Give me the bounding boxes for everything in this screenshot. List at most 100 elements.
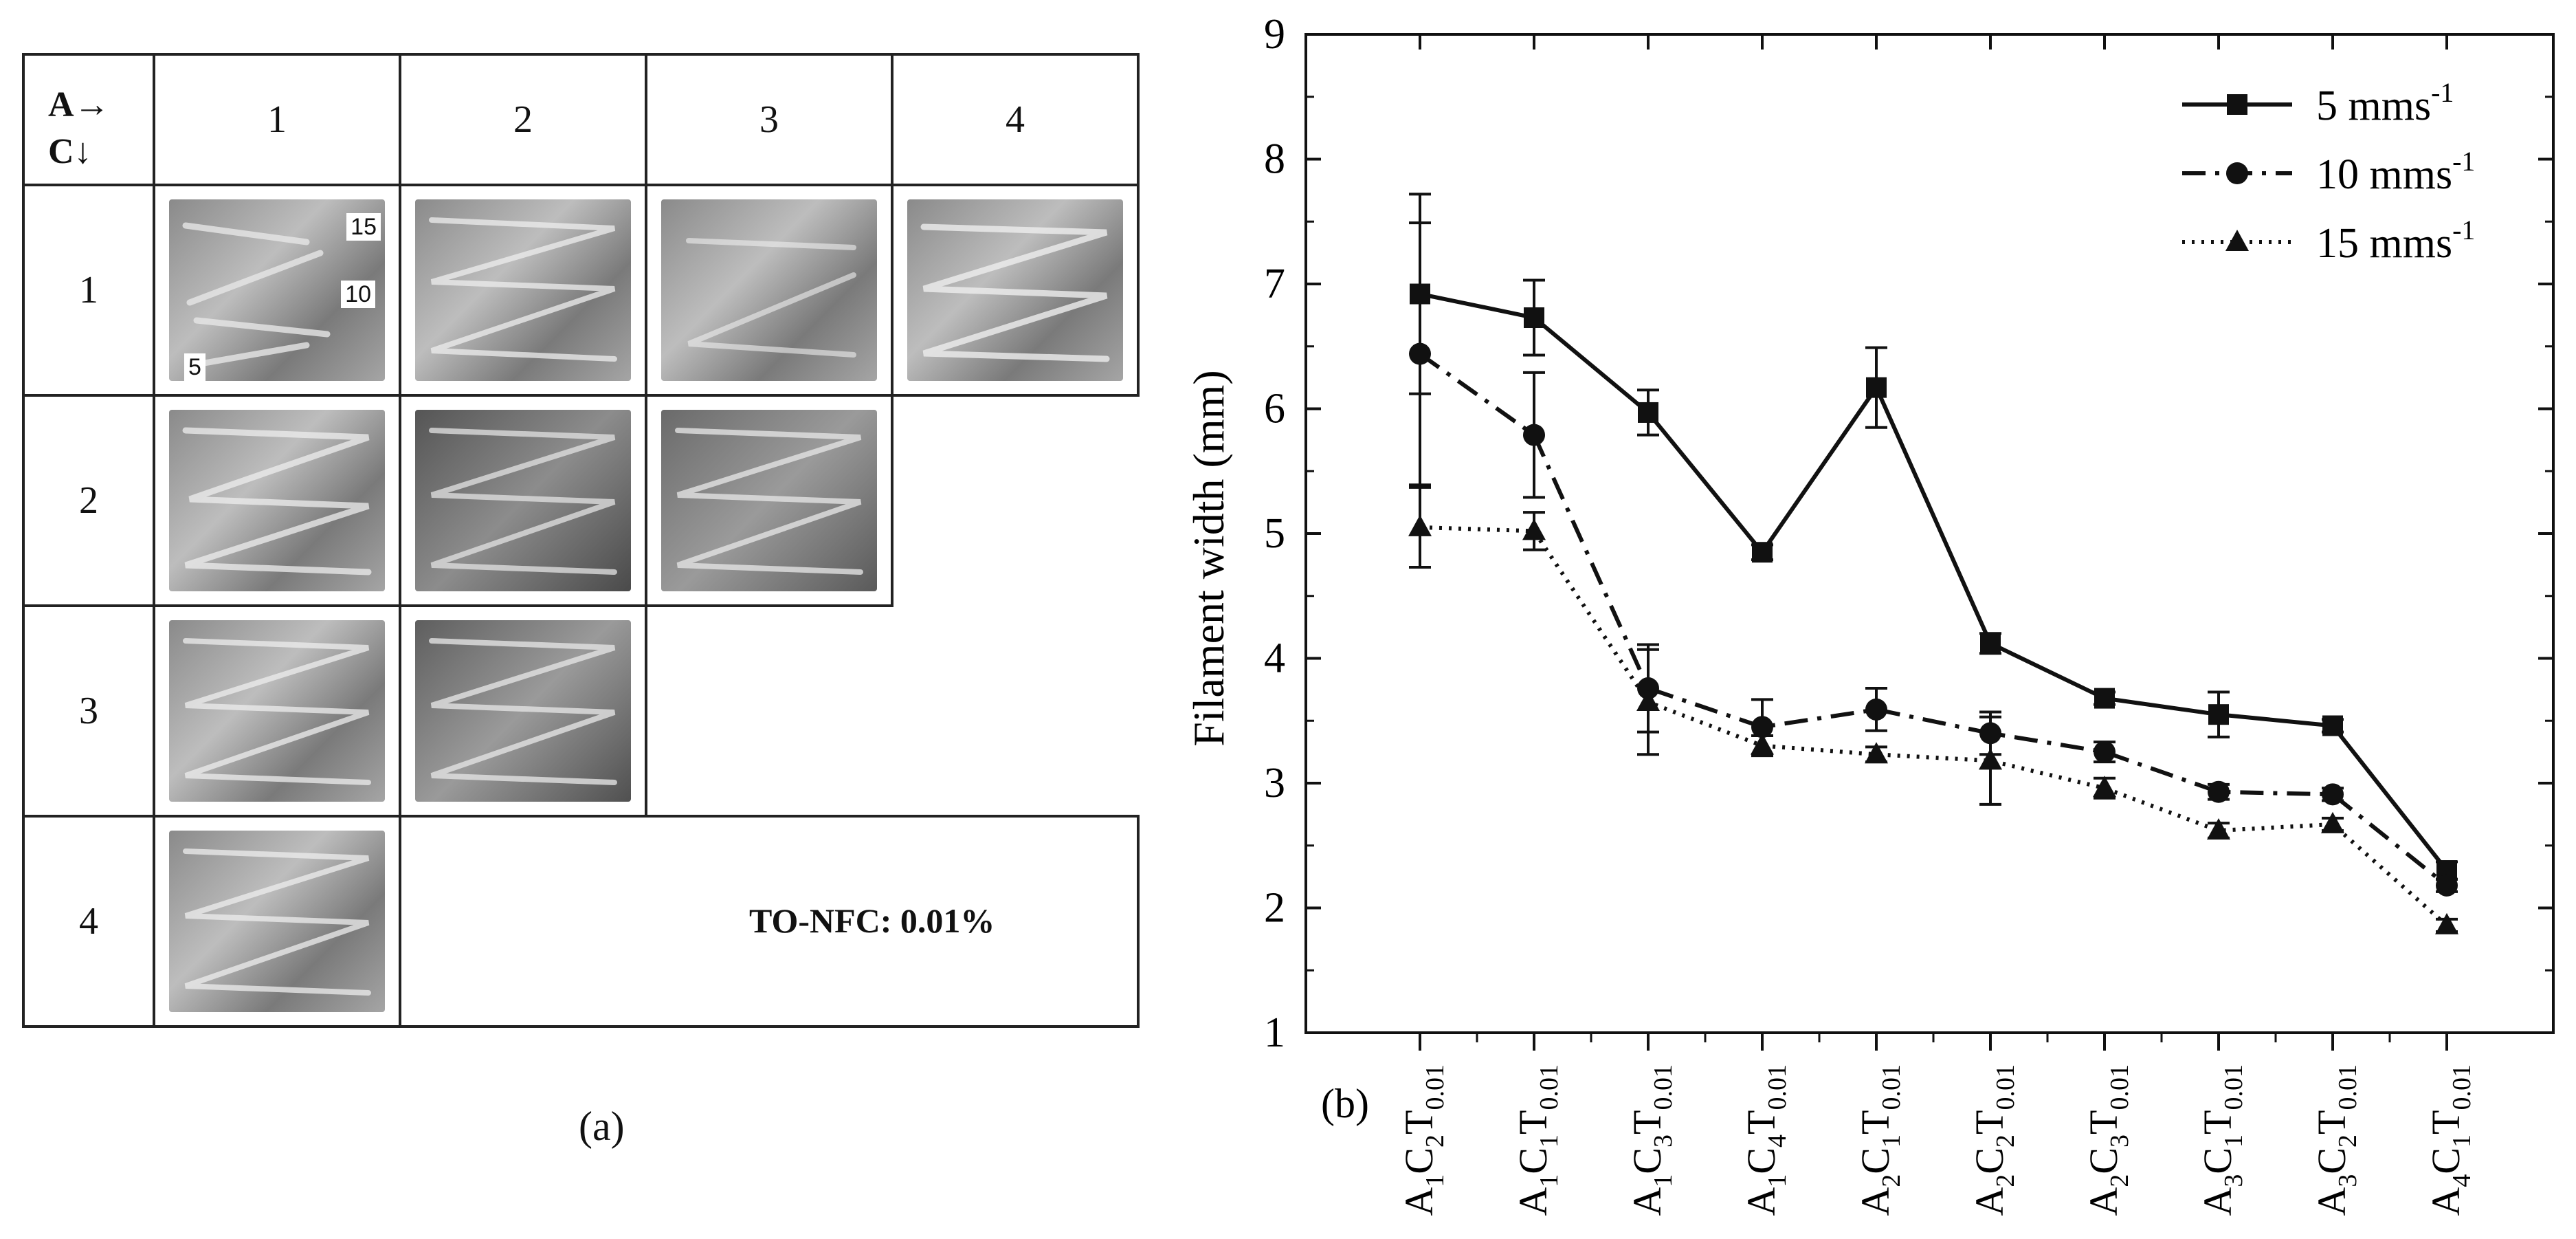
filament-photo [169,831,385,1012]
legend-label: 10 mms-1 [2316,146,2475,198]
axis-c-label: C↓ [48,132,92,171]
y-ticks: 1 2 3 4 5 6 7 8 9 [1264,11,2553,1056]
legend-item: 10 mms-1 [2182,146,2475,198]
x-tick-label: A3​C2​T0.01​ [2309,1064,2362,1216]
filament-strokes [429,638,617,785]
y-axis-label: Filament width (mm) [1184,370,1233,747]
x-tick-label: A1​C4​T0.01​ [1739,1064,1792,1216]
y-tick-label: 6 [1264,386,1285,432]
filament-strokes [183,638,371,785]
x-tick-label: A2​C1​T0.01​ [1853,1064,1906,1216]
filament-photo [661,199,877,381]
photo-cell-a4c1-row [153,815,401,1028]
data-point [1865,698,1887,721]
grid-row-2: 2 [22,394,1138,607]
x-tick-label: A2​C3​T0.01​ [2081,1064,2134,1216]
filament-strokes [182,427,372,575]
row-header-2: 2 [22,394,155,607]
series-line [1419,525,2448,928]
col-header-2: 2 [399,53,647,186]
photo-cell-a2c3 [399,604,647,818]
data-point [1980,633,2001,654]
filament-strokes [920,223,1110,362]
x-tick-label: A2​C2​T0.01​ [1967,1064,2020,1216]
row-header-3: 3 [22,604,155,818]
grid-row-1: 1 15 10 5 [22,184,1140,397]
speed-tag-5: 5 [184,353,206,381]
col-header-1: 1 [153,53,401,186]
legend-marker [2227,94,2247,115]
series-triangle [1408,485,2458,934]
chart-series [1408,193,2458,934]
speed-tag-10: 10 [341,281,375,308]
data-point [1522,518,1546,540]
y-tick-label: 3 [1264,760,1285,807]
chart-legend: 5 mms-1 10 mms-1 15 mms-1 [2182,77,2475,267]
series-line [1419,352,2448,888]
y-tick-label: 2 [1264,885,1285,932]
photo-cell-a3c2 [645,394,893,607]
x-tick-label: A3​C1​T0.01​ [2195,1064,2248,1216]
data-point [1866,377,1887,398]
grid-row-3: 3 [22,604,1138,818]
filament-strokes [429,428,617,575]
photo-cell-a1c1: 15 10 5 [153,184,401,397]
grid-header-row: A→ C↓ 1 2 3 4 [22,53,1140,186]
filament-photo [661,410,877,591]
data-point [1751,716,1773,738]
legend-marker [2226,162,2248,184]
nfc-concentration-note: TO-NFC: 0.01% [749,901,995,940]
grid-row-4: 4 [22,815,1140,1028]
data-point [2208,704,2229,725]
data-point [2093,776,2116,798]
data-point [1979,748,2002,770]
series-line [1419,292,2449,872]
x-ticks: A1​C2​T0.01​ A1​C1​T0.01​ A1​C3​T0.01​ A1​C… [1397,34,2476,1216]
data-point [2436,874,2458,897]
legend-marker [2225,230,2249,251]
filament-photo: 15 10 5 [169,199,385,381]
y-tick-label: 9 [1264,11,1285,58]
col-header-4: 4 [891,53,1140,186]
legend-item: 15 mms-1 [2182,215,2475,267]
grid-corner: A→ C↓ [22,53,155,186]
photo-cell-a4c1 [891,184,1140,397]
data-point [1636,690,1660,712]
x-tick-label: A1​C3​T0.01​ [1625,1064,1678,1216]
axis-a-label: A→ [48,85,110,124]
data-point [2208,780,2230,803]
row-header-4: 4 [22,815,155,1028]
data-point [1638,402,1658,423]
photo-cell-a1c3 [153,604,401,818]
photo-cell-a2c1 [399,184,647,397]
print-grid-table: A→ C↓ 1 2 3 4 1 15 10 5 2 3 [22,53,1140,1028]
data-point [2207,818,2230,840]
filament-photo [169,620,385,802]
x-tick-label: A1​C2​T0.01​ [1397,1064,1450,1216]
y-tick-label: 1 [1264,1009,1285,1056]
col-header-3: 3 [645,53,893,186]
filament-strokes [686,238,856,358]
data-point [1524,307,1544,329]
speed-tag-15: 15 [346,213,381,241]
legend-label: 5 mms-1 [2316,77,2454,129]
x-tick-label: A4​C1​T0.01​ [2423,1064,2476,1216]
data-point [2094,688,2115,709]
panel-a-caption: (a) [579,1104,625,1149]
photo-cell-a3c1 [645,184,893,397]
row-header-1: 1 [22,184,155,397]
filament-strokes [675,428,863,575]
filament-photo [415,199,631,381]
photo-cell-a1c2 [153,394,401,607]
filament-photo [169,410,385,591]
data-point [1409,342,1431,365]
filament-strokes [429,217,617,362]
panel-b-label: (b) [1321,1081,1369,1126]
y-tick-label: 5 [1264,510,1285,557]
series-square [1409,193,2458,881]
y-tick-label: 4 [1264,635,1285,682]
data-point [2322,783,2344,806]
data-point [1865,742,1888,764]
filament-strokes [183,848,371,996]
